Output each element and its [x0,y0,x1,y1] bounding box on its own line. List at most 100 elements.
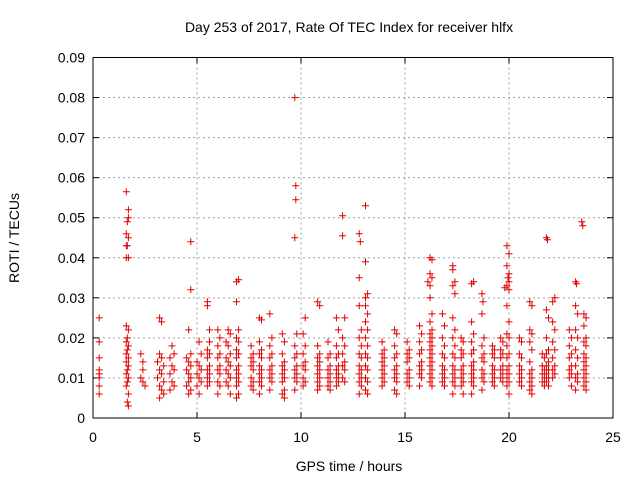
data-point [249,350,257,358]
data-point [582,342,590,350]
data-point [195,374,203,382]
data-point [364,366,372,374]
data-point [418,358,426,366]
data-point [193,370,201,378]
data-point [551,362,559,370]
data-point [542,370,550,378]
data-point [334,370,342,378]
data-point [224,370,232,378]
data-point [479,298,487,306]
data-point [216,350,224,358]
data-point [268,334,276,342]
data-point [226,390,234,398]
data-point [278,370,286,378]
y-tick-label: 0.05 [58,210,85,226]
data-point [441,382,448,390]
y-axis-label: ROTI / TECUs [6,193,22,283]
data-point [291,366,299,374]
data-point [160,378,168,386]
data-point [255,362,263,370]
data-point [166,370,174,378]
data-point [364,390,372,398]
data-point [405,346,413,354]
data-point [278,378,286,386]
x-tick-label: 5 [193,429,201,445]
data-point [488,342,496,350]
data-point [301,366,309,374]
data-point [490,346,498,354]
data-point [572,302,580,310]
data-point [428,374,436,382]
data-point [233,382,240,390]
data-point [567,382,575,390]
data-point [203,366,211,374]
data-point [480,378,488,386]
data-point [124,326,132,334]
data-point [480,370,488,378]
data-point [480,334,488,342]
data-point [301,358,309,366]
data-point [428,334,436,342]
data-point [122,188,130,196]
data-point [326,350,334,358]
data-point [551,326,559,334]
y-tick-label: 0.04 [58,250,85,266]
data-point [332,382,340,390]
data-point [449,350,457,358]
data-point [326,362,334,370]
data-point [122,338,130,346]
data-point [478,310,486,318]
data-point [341,378,349,386]
data-point [457,366,465,374]
data-point [362,258,369,266]
data-point [266,374,274,382]
data-point [480,350,488,358]
data-point [95,314,103,322]
data-point [324,382,332,390]
data-point [222,354,230,362]
data-point [235,338,243,346]
grid-lines [93,57,613,418]
data-point [222,378,230,386]
data-point [449,282,457,290]
data-point [364,290,372,298]
data-point [526,358,534,366]
data-point [156,366,164,374]
data-point [580,374,588,382]
data-point [156,394,164,402]
data-point [526,386,534,394]
data-point [301,342,309,350]
data-point [314,386,322,394]
data-point [428,382,436,390]
data-point [451,326,459,334]
data-point [280,386,288,394]
data-point [187,350,195,358]
data-point [203,374,211,382]
data-point [233,366,240,374]
data-point [504,274,512,282]
data-point [380,370,388,378]
data-point [235,370,243,378]
y-tick-label: 0.07 [58,130,85,146]
data-point [203,346,211,354]
data-point [497,374,505,382]
data-point [428,310,436,318]
data-point [438,350,446,358]
data-point [478,290,486,298]
data-point [526,326,534,334]
data-point [314,362,322,370]
data-point [518,366,525,374]
data-point [478,354,486,362]
data-point [266,310,274,318]
data-point [449,378,457,386]
data-point [497,354,505,362]
data-point [457,382,465,390]
data-point [505,362,513,370]
data-point [326,370,334,378]
data-point [405,382,413,390]
data-point [235,378,243,386]
x-tick-label: 0 [89,429,97,445]
data-point [247,382,255,390]
data-point [393,378,401,386]
data-point [391,354,399,362]
